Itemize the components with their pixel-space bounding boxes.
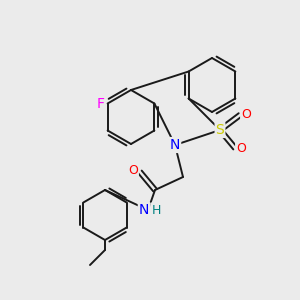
Text: O: O: [241, 109, 251, 122]
Text: O: O: [128, 164, 138, 176]
Text: F: F: [97, 97, 105, 110]
Text: N: N: [170, 138, 180, 152]
Text: O: O: [236, 142, 246, 155]
Text: H: H: [151, 203, 161, 217]
Text: S: S: [216, 123, 224, 137]
Text: N: N: [139, 203, 149, 217]
